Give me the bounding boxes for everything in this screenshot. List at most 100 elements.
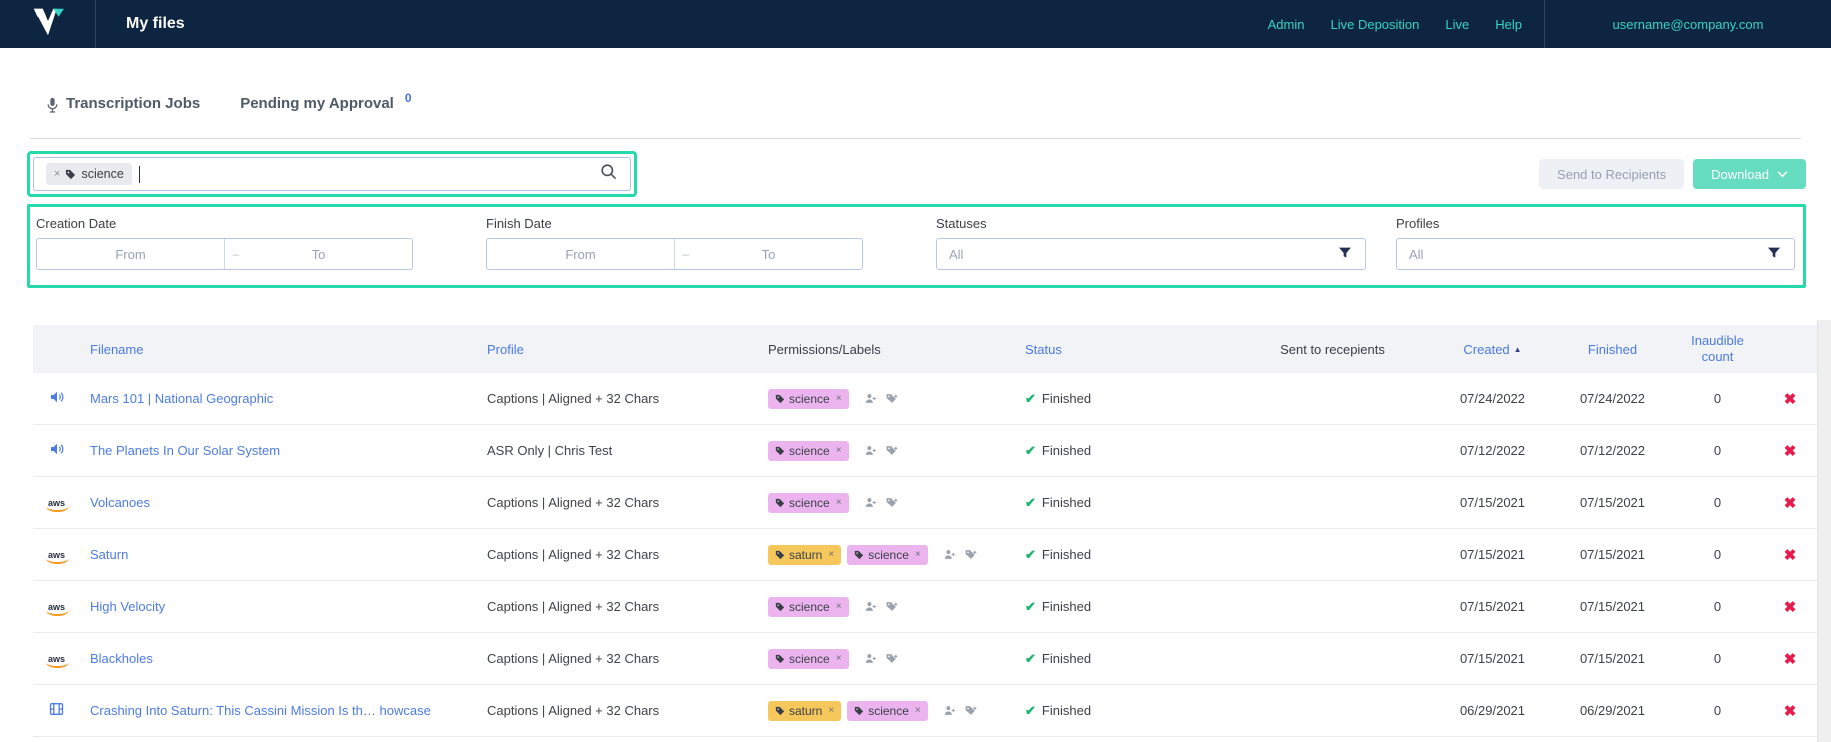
aws-file-icon: aws (45, 653, 70, 668)
add-permission-icon[interactable] (864, 444, 878, 457)
navbar-divider (1544, 0, 1545, 48)
nav-live-deposition[interactable]: Live Deposition (1330, 16, 1420, 32)
header-filename[interactable]: Filename (90, 341, 144, 357)
chip-remove-icon[interactable]: × (835, 445, 842, 456)
label-chip[interactable]: saturn × (768, 544, 842, 565)
nav-live[interactable]: Live (1445, 16, 1470, 32)
chip-remove-icon[interactable]: × (835, 601, 842, 612)
profiles-select[interactable]: All (1396, 238, 1795, 270)
delete-row-button[interactable]: ✖ (1783, 650, 1797, 668)
label-chip[interactable]: science × (847, 700, 928, 721)
add-permission-icon[interactable] (864, 600, 878, 613)
status-text: Finished (1041, 703, 1092, 718)
header-finished[interactable]: Finished (1587, 341, 1638, 357)
label-chip[interactable]: science × (768, 596, 849, 617)
inaudible-count-cell: 0 (1713, 495, 1722, 510)
add-permission-icon[interactable] (864, 392, 878, 405)
label-chip[interactable]: science × (847, 544, 928, 565)
add-label-icon[interactable] (964, 548, 978, 561)
add-permission-icon[interactable] (864, 652, 878, 665)
delete-row-button[interactable]: ✖ (1783, 546, 1797, 564)
tab-transcription-jobs-label: Transcription Jobs (66, 95, 201, 112)
navbar-divider (95, 0, 96, 48)
chip-remove-icon[interactable]: × (828, 705, 835, 716)
delete-row-button[interactable]: ✖ (1783, 494, 1797, 512)
label-text: saturn (789, 547, 823, 562)
add-label-icon[interactable] (885, 444, 899, 457)
label-chip[interactable]: saturn × (768, 700, 842, 721)
chip-remove-icon[interactable]: × (828, 549, 835, 560)
filter-funnel-icon[interactable] (1337, 245, 1353, 264)
search-input[interactable]: × science (33, 157, 631, 191)
chip-remove-icon[interactable]: × (914, 705, 921, 716)
table-row: Crashing Into Saturn: This Cassini Missi… (33, 685, 1820, 737)
delete-row-button[interactable]: ✖ (1783, 702, 1797, 720)
header-status[interactable]: Status (1025, 341, 1062, 357)
tab-pending-my-approval[interactable]: Pending my Approval 0 (240, 91, 411, 112)
delete-row-button[interactable]: ✖ (1783, 442, 1797, 460)
profile-cell: Captions | Aligned + 32 Chars (487, 651, 660, 666)
finish-date-from-input[interactable]: From (565, 246, 596, 262)
statuses-select[interactable]: All (936, 238, 1366, 270)
filename-link[interactable]: Mars 101 | National Geographic (90, 391, 274, 406)
search-tag-chip[interactable]: × science (46, 163, 132, 185)
table-row: aws Volcanoes Captions | Aligned + 32 Ch… (33, 477, 1820, 529)
add-label-icon[interactable] (964, 704, 978, 717)
delete-row-button[interactable]: ✖ (1783, 598, 1797, 616)
search-icon[interactable] (599, 162, 618, 186)
nav-help[interactable]: Help (1495, 16, 1522, 32)
user-email[interactable]: username@company.com (1612, 16, 1764, 32)
aws-file-icon: aws (45, 497, 70, 512)
add-permission-icon[interactable] (943, 704, 957, 717)
chip-remove-icon[interactable]: × (835, 393, 842, 404)
filter-funnel-icon[interactable] (1766, 245, 1782, 264)
status-check-icon: ✔ (1025, 650, 1036, 666)
filename-link[interactable]: Blackholes (90, 651, 153, 666)
download-button[interactable]: Download (1693, 159, 1806, 189)
creation-date-from-input[interactable]: From (115, 246, 146, 262)
finished-date-cell: 07/24/2022 (1579, 391, 1646, 406)
inaudible-count-cell: 0 (1713, 443, 1722, 458)
label-chip[interactable]: science × (768, 388, 849, 409)
labels-cell: science × (768, 492, 849, 513)
header-created[interactable]: Created ▲ (1435, 342, 1550, 357)
nav-admin[interactable]: Admin (1267, 16, 1305, 32)
finish-date-to-input[interactable]: To (674, 239, 862, 269)
range-dash: – (232, 247, 240, 261)
search-tag-text: science (81, 167, 124, 181)
delete-row-button[interactable]: ✖ (1783, 390, 1797, 408)
label-chip[interactable]: science × (768, 648, 849, 669)
add-label-icon[interactable] (885, 392, 899, 405)
label-chip[interactable]: science × (768, 440, 849, 461)
created-date-cell: 06/29/2021 (1459, 703, 1526, 718)
filename-link[interactable]: Saturn (90, 547, 129, 562)
filename-link[interactable]: Volcanoes (90, 495, 150, 510)
filename-link[interactable]: The Planets In Our Solar System (90, 443, 281, 458)
send-to-recipients-button[interactable]: Send to Recipients (1539, 159, 1685, 189)
header-inaudible-count[interactable]: Inaudible count (1691, 332, 1744, 364)
profile-cell: Captions | Aligned + 32 Chars (487, 391, 660, 406)
add-label-icon[interactable] (885, 496, 899, 509)
table-body: Mars 101 | National Geographic Captions … (33, 373, 1820, 737)
tab-transcription-jobs[interactable]: Transcription Jobs (46, 95, 200, 118)
label-chip[interactable]: science × (768, 492, 849, 513)
tabs-divider (30, 138, 1801, 139)
label-text: science (789, 599, 830, 614)
header-profile[interactable]: Profile (487, 341, 524, 357)
creation-date-to-input[interactable]: To (224, 239, 412, 269)
chip-remove-icon[interactable]: × (914, 549, 921, 560)
chip-remove-icon[interactable]: × (54, 168, 61, 180)
add-label-icon[interactable] (885, 652, 899, 665)
brand-logo[interactable] (0, 0, 95, 48)
filename-link[interactable]: High Velocity (90, 599, 166, 614)
chip-remove-icon[interactable]: × (835, 653, 842, 664)
add-permission-icon[interactable] (943, 548, 957, 561)
chip-remove-icon[interactable]: × (835, 497, 842, 508)
vertical-scrollbar[interactable] (1817, 320, 1831, 742)
table-row: aws High Velocity Captions | Aligned + 3… (33, 581, 1820, 633)
add-permission-icon[interactable] (864, 496, 878, 509)
filename-link[interactable]: Crashing Into Saturn: This Cassini Missi… (90, 703, 431, 718)
filter-creation-date: Creation Date From To – (36, 216, 413, 270)
add-label-icon[interactable] (885, 600, 899, 613)
finished-date-cell: 07/15/2021 (1579, 547, 1646, 562)
